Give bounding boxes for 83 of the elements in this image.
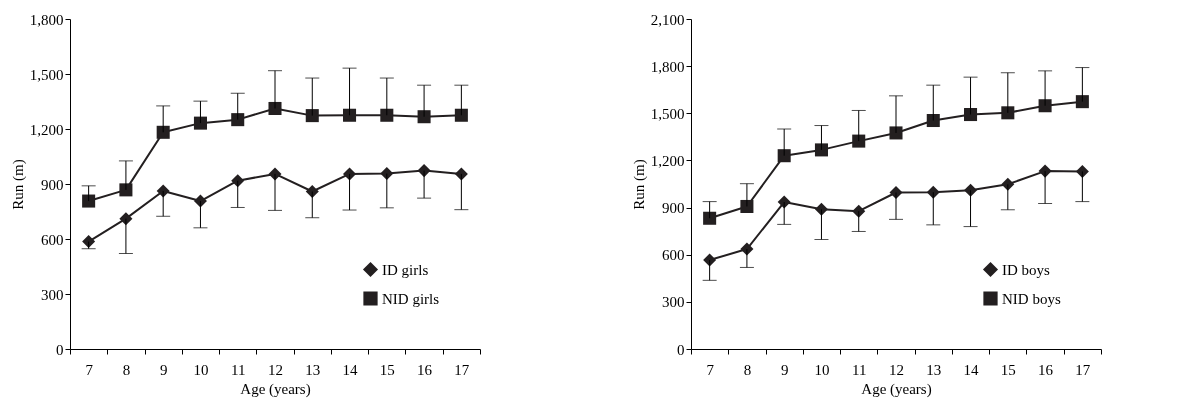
x-tick-label: 13	[305, 361, 321, 378]
point	[193, 194, 207, 208]
x-tick-label: 12	[889, 361, 904, 378]
y-tick-label: 900	[41, 176, 64, 193]
point	[454, 108, 468, 122]
x-tick-label: 17	[454, 361, 470, 378]
point	[380, 167, 394, 181]
x-tick-label: 15	[1000, 361, 1016, 378]
y-tick-label: 300	[41, 286, 64, 303]
point	[343, 108, 357, 122]
point	[305, 109, 319, 123]
y-tick-label: 1,500	[29, 66, 64, 83]
point	[1001, 106, 1015, 120]
point	[814, 143, 828, 157]
y-tick-label: 1,500	[650, 105, 685, 122]
point	[1075, 95, 1089, 109]
x-axis-title: Age (years)	[861, 380, 932, 398]
y-tick-label: 1,800	[29, 11, 64, 28]
point	[964, 108, 978, 122]
point	[777, 195, 791, 209]
x-tick-label: 16	[1038, 361, 1054, 378]
x-tick-label: 17	[1075, 361, 1091, 378]
point	[156, 125, 170, 139]
x-tick-label: 10	[814, 361, 830, 378]
point	[703, 211, 717, 225]
point	[268, 101, 282, 115]
y-tick-label: 600	[662, 247, 685, 264]
y-tick-label: 600	[41, 231, 64, 248]
point	[156, 184, 170, 198]
y-tick-label: 900	[662, 200, 685, 217]
point	[231, 174, 245, 188]
point	[343, 167, 357, 181]
point	[926, 114, 940, 128]
y-tick-label: 0	[56, 341, 64, 358]
point	[889, 126, 903, 140]
x-axis-title: Age (years)	[240, 380, 311, 398]
point	[119, 183, 133, 197]
point	[82, 194, 96, 208]
x-tick-label: 11	[231, 361, 246, 378]
point	[82, 235, 96, 249]
y-tick-label: 2,100	[650, 11, 685, 28]
x-tick-label: 9	[159, 361, 168, 378]
x-tick-label: 14	[342, 361, 359, 378]
x-tick-label: 13	[926, 361, 942, 378]
x-tick-label: 8	[122, 361, 131, 378]
point	[231, 113, 245, 127]
legend-label: ID girls	[382, 261, 429, 278]
y-tick-label: 300	[662, 294, 685, 311]
point	[305, 185, 319, 199]
x-tick-label: 7	[706, 361, 715, 378]
point	[740, 199, 754, 213]
point	[1038, 99, 1052, 113]
point	[852, 204, 866, 218]
point	[852, 134, 866, 148]
x-tick-label: 14	[963, 361, 980, 378]
y-tick-label: 1,800	[650, 58, 685, 75]
legend-label: ID boys	[1002, 261, 1051, 278]
legend-label: NID girls	[382, 290, 440, 307]
point	[454, 167, 468, 181]
point	[926, 185, 940, 199]
x-tick-label: 9	[780, 361, 789, 378]
x-tick-label: 15	[379, 361, 395, 378]
point	[1075, 164, 1089, 178]
y-axis-title: Run (m)	[630, 159, 648, 210]
x-tick-label: 8	[743, 361, 752, 378]
point	[193, 116, 207, 130]
x-tick-label: 11	[852, 361, 867, 378]
point	[380, 108, 394, 122]
point	[1001, 177, 1015, 191]
point	[417, 110, 431, 124]
point	[964, 183, 978, 197]
x-tick-label: 16	[417, 361, 433, 378]
point	[777, 149, 791, 163]
y-axis-title: Run (m)	[9, 159, 27, 210]
point	[814, 202, 828, 216]
y-tick-label: 0	[677, 341, 685, 358]
legend-label: NID boys	[1002, 290, 1061, 307]
x-tick-label: 12	[268, 361, 283, 378]
y-tick-label: 1,200	[650, 152, 685, 169]
y-tick-label: 1,200	[29, 121, 64, 138]
point	[703, 253, 717, 267]
x-tick-label: 7	[85, 361, 94, 378]
x-tick-label: 10	[193, 361, 209, 378]
